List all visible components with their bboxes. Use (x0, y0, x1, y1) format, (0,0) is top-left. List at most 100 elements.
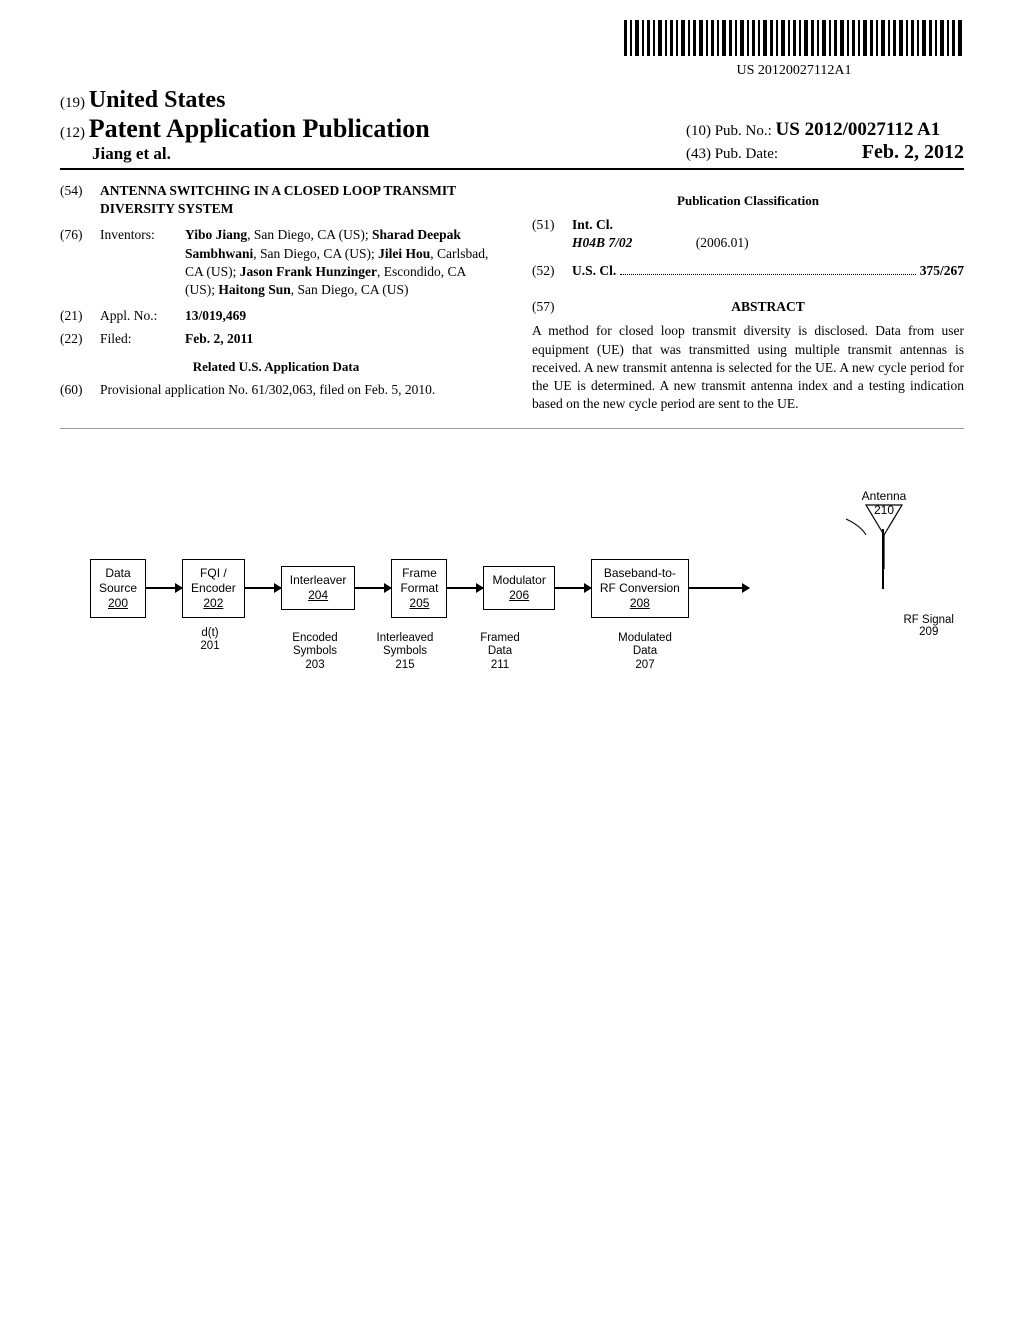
block-line: Modulator (492, 573, 545, 588)
flow-arrow (245, 587, 281, 589)
block-line: Encoder (191, 581, 236, 596)
uscl-row: (52) U.S. Cl. 375/267 (532, 262, 964, 280)
doc-type: Patent Application Publication (89, 114, 430, 143)
masthead-right: (10) Pub. No.: US 2012/0027112 A1 (43) P… (686, 119, 964, 164)
uscl-dots (620, 274, 915, 275)
flow-arrow (447, 587, 483, 589)
pub-date-label: Pub. Date: (715, 146, 778, 162)
intcl-row: (51) Int. Cl. H04B 7/02 (2006.01) (532, 216, 964, 252)
inventors-list: Yibo Jiang, San Diego, CA (US); Sharad D… (185, 226, 492, 299)
abstract-head: ABSTRACT (572, 298, 964, 316)
appl-no: 13/019,469 (185, 307, 492, 325)
prov-text: Provisional application No. 61/302,063, … (100, 381, 492, 399)
inventor-name: Jilei Hou (378, 246, 430, 261)
block-ref: 206 (492, 588, 545, 603)
figure: Antenna 210 DataSource200FQI /Encoder202… (60, 499, 964, 719)
flow-arrow (555, 587, 591, 589)
block-line: Data (99, 566, 137, 581)
intcl-sym: H04B 7/02 (572, 235, 632, 250)
inventors-row: (76) Inventors: Yibo Jiang, San Diego, C… (60, 226, 492, 299)
flowchart: DataSource200FQI /Encoder202Interleaver2… (90, 559, 749, 618)
related-head: Related U.S. Application Data (60, 358, 492, 376)
biblio-columns: (54) ANTENNA SWITCHING IN A CLOSED LOOP … (60, 182, 964, 429)
abstract-code: (57) (532, 298, 572, 316)
signal-label: EncodedSymbols203 (275, 632, 355, 673)
flow-block: FQI /Encoder202 (182, 559, 245, 618)
right-column: Publication Classification (51) Int. Cl.… (532, 182, 964, 414)
filed-date: Feb. 2, 2011 (185, 330, 492, 348)
block-ref: 205 (400, 596, 438, 611)
signal-label: ModulatedData207 (605, 632, 685, 673)
block-line: Source (99, 581, 137, 596)
inventor-loc: , San Diego, CA (US) (291, 282, 409, 297)
block-line: Baseband-to- (600, 566, 680, 581)
inventor-loc: , San Diego, CA (US); (253, 246, 378, 261)
inventors-label: Inventors: (100, 226, 185, 299)
inventor-name: Yibo Jiang (185, 227, 247, 242)
appl-row: (21) Appl. No.: 13/019,469 (60, 307, 492, 325)
masthead-left: (19) United States (12) Patent Applicati… (60, 87, 430, 164)
flow-block: Baseband-to-RF Conversion208 (591, 559, 689, 618)
pub-no-code: (10) (686, 123, 711, 139)
flow-arrow (689, 587, 749, 589)
inventors-code: (76) (60, 226, 100, 299)
block-line: Format (400, 581, 438, 596)
flow-block: DataSource200 (90, 559, 146, 618)
left-column: (54) ANTENNA SWITCHING IN A CLOSED LOOP … (60, 182, 492, 414)
flow-arrow (146, 587, 182, 589)
filed-row: (22) Filed: Feb. 2, 2011 (60, 330, 492, 348)
inventor-name: Jason Frank Hunzinger (240, 264, 377, 279)
antenna-feedline (882, 529, 884, 589)
flow-block: Interleaver204 (281, 566, 356, 610)
doc-code: (12) (60, 125, 85, 141)
intcl-label: Int. Cl. (572, 216, 964, 234)
title-row: (54) ANTENNA SWITCHING IN A CLOSED LOOP … (60, 182, 492, 218)
uscl-val: 375/267 (920, 262, 964, 280)
title: ANTENNA SWITCHING IN A CLOSED LOOP TRANS… (100, 182, 492, 218)
pub-date-code: (43) (686, 146, 711, 162)
uscl-label: U.S. Cl. (572, 262, 616, 280)
pub-no: US 2012/0027112 A1 (776, 119, 941, 140)
block-ref: 202 (191, 596, 236, 611)
block-line: Frame (400, 566, 438, 581)
pub-date: Feb. 2, 2012 (862, 141, 964, 163)
block-line: FQI / (191, 566, 236, 581)
antenna-icon (864, 499, 904, 609)
barcode-bars (624, 20, 964, 56)
masthead: (19) United States (12) Patent Applicati… (60, 87, 964, 170)
provisional-row: (60) Provisional application No. 61/302,… (60, 381, 492, 399)
filed-code: (22) (60, 330, 100, 348)
signal-label: InterleavedSymbols215 (365, 632, 445, 673)
country-code: (19) (60, 95, 85, 111)
rf-signal-label: RF Signal 209 (904, 614, 955, 638)
block-ref: 204 (290, 588, 347, 603)
block-line: Interleaver (290, 573, 347, 588)
intcl-ver: (2006.01) (696, 235, 749, 250)
filed-label: Filed: (100, 330, 185, 348)
title-code: (54) (60, 182, 100, 218)
authors: Jiang et al. (60, 144, 430, 164)
signal-label: d(t)201 (170, 627, 250, 655)
signal-label: FramedData211 (460, 632, 540, 673)
block-ref: 200 (99, 596, 137, 611)
barcode: US 20120027112A1 (624, 20, 964, 79)
flow-block: FrameFormat205 (391, 559, 447, 618)
prov-code: (60) (60, 381, 100, 399)
inventor-name: Haitong Sun (218, 282, 290, 297)
barcode-region: US 20120027112A1 (60, 20, 964, 79)
block-ref: 208 (600, 596, 680, 611)
pub-no-label: Pub. No.: (715, 123, 772, 139)
barcode-text: US 20120027112A1 (624, 63, 964, 79)
flow-block: Modulator206 (483, 566, 554, 610)
abstract-section: (57) ABSTRACT A method for closed loop t… (532, 298, 964, 413)
country: United States (89, 87, 226, 113)
flow-arrow (355, 587, 391, 589)
appl-label: Appl. No.: (100, 307, 185, 325)
block-line: RF Conversion (600, 581, 680, 596)
intcl-code: (51) (532, 216, 572, 252)
appl-code: (21) (60, 307, 100, 325)
uscl-code: (52) (532, 262, 572, 280)
pubclass-head: Publication Classification (532, 192, 964, 210)
inventor-loc: , San Diego, CA (US); (247, 227, 372, 242)
abstract-text: A method for closed loop transmit divers… (532, 322, 964, 413)
